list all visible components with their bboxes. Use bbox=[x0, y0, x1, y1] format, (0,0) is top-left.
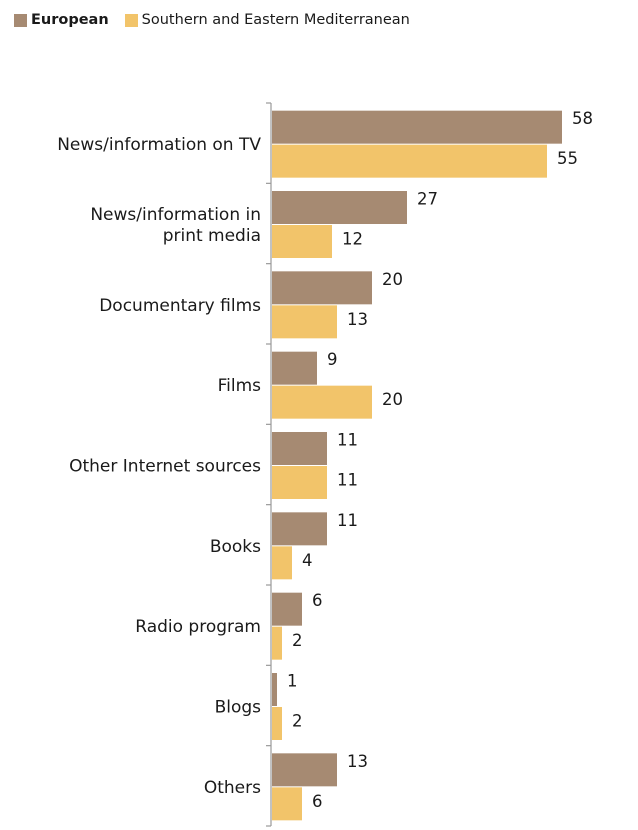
category-label-line: News/information in bbox=[90, 205, 261, 225]
bar-european bbox=[272, 753, 337, 787]
value-label-mediterranean: 55 bbox=[557, 149, 578, 168]
bar-mediterranean bbox=[272, 466, 327, 499]
value-label-mediterranean: 4 bbox=[302, 551, 313, 570]
bar-mediterranean bbox=[272, 626, 282, 660]
category-label: Books bbox=[210, 537, 261, 557]
value-label-european: 1 bbox=[287, 672, 298, 691]
bar-mediterranean bbox=[272, 546, 292, 580]
value-label-european: 6 bbox=[312, 591, 323, 610]
value-label-mediterranean: 11 bbox=[337, 471, 358, 490]
bar-mediterranean bbox=[272, 225, 332, 258]
bar-mediterranean bbox=[272, 707, 282, 740]
value-label-mediterranean: 2 bbox=[292, 712, 303, 731]
bar-mediterranean bbox=[272, 305, 337, 339]
bar-european bbox=[272, 191, 407, 224]
value-label-mediterranean: 13 bbox=[347, 310, 368, 329]
value-label-european: 13 bbox=[347, 752, 368, 771]
bar-european bbox=[272, 673, 277, 706]
legend-label-european: European bbox=[31, 12, 109, 28]
bar-european bbox=[272, 351, 317, 385]
category-label: Films bbox=[218, 376, 262, 396]
value-label-mediterranean: 6 bbox=[312, 792, 323, 811]
legend-item-mediterranean: Southern and Eastern Mediterranean bbox=[124, 12, 410, 28]
category-label: Blogs bbox=[215, 698, 262, 718]
value-label-european: 11 bbox=[337, 431, 358, 450]
legend-label-mediterranean: Southern and Eastern Mediterranean bbox=[141, 12, 410, 28]
category-label-line: Films bbox=[218, 376, 262, 396]
category-label: Others bbox=[204, 778, 261, 798]
bar-european bbox=[272, 592, 302, 626]
bar-european bbox=[272, 271, 372, 305]
value-label-european: 11 bbox=[337, 511, 358, 530]
value-label-european: 9 bbox=[327, 350, 338, 369]
value-label-european: 27 bbox=[417, 190, 438, 209]
category-label: News/information on TV bbox=[57, 135, 261, 155]
category-label-line: News/information on TV bbox=[57, 135, 261, 155]
bar-european bbox=[272, 432, 327, 465]
value-label-mediterranean: 2 bbox=[292, 631, 303, 650]
legend-swatch-mediterranean bbox=[124, 13, 138, 27]
category-label-line: Other Internet sources bbox=[69, 457, 261, 477]
category-label-line: Books bbox=[210, 537, 261, 557]
value-label-mediterranean: 20 bbox=[382, 390, 403, 409]
bar-mediterranean bbox=[272, 787, 302, 821]
category-label-line: Documentary films bbox=[99, 296, 261, 316]
category-label: Radio program bbox=[135, 617, 261, 637]
bar-mediterranean bbox=[272, 144, 547, 178]
legend: European Southern and Eastern Mediterran… bbox=[14, 9, 426, 31]
bar-european bbox=[272, 512, 327, 546]
value-label-european: 58 bbox=[572, 109, 593, 128]
value-label-mediterranean: 12 bbox=[342, 230, 363, 249]
category-label-line: Blogs bbox=[215, 698, 262, 718]
category-label-line: Radio program bbox=[135, 617, 261, 637]
legend-swatch-european bbox=[14, 13, 27, 27]
category-label: Other Internet sources bbox=[69, 457, 261, 477]
bar-mediterranean bbox=[272, 385, 372, 419]
category-label-line: Others bbox=[204, 778, 261, 798]
value-label-european: 20 bbox=[382, 270, 403, 289]
category-label: Documentary films bbox=[99, 296, 261, 316]
category-label-line: print media bbox=[163, 226, 261, 246]
category-label: News/information in print media bbox=[90, 205, 261, 246]
bar-european bbox=[272, 110, 562, 144]
legend-item-european: European bbox=[14, 12, 109, 28]
